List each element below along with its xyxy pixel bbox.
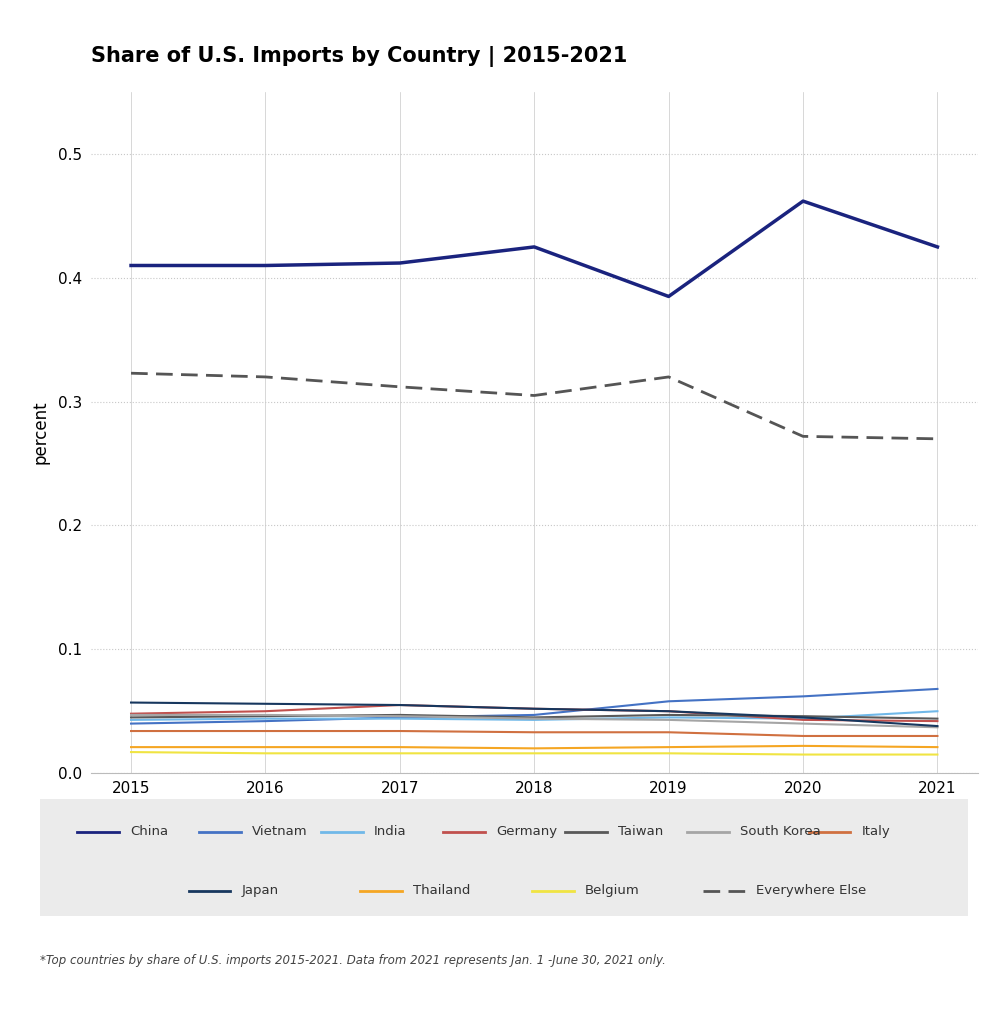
Text: Share of U.S. Imports by Country | 2015-2021: Share of U.S. Imports by Country | 2015-… <box>91 45 627 67</box>
X-axis label: year: year <box>516 808 552 825</box>
Text: Belgium: Belgium <box>585 884 639 897</box>
Text: Thailand: Thailand <box>413 884 471 897</box>
Text: China: China <box>130 825 168 839</box>
Text: Taiwan: Taiwan <box>618 825 663 839</box>
Text: South Korea: South Korea <box>740 825 821 839</box>
Text: Germany: Germany <box>496 825 557 839</box>
Text: Vietnam: Vietnam <box>252 825 307 839</box>
Text: *Top countries by share of U.S. imports 2015-2021. Data from 2021 represents Jan: *Top countries by share of U.S. imports … <box>40 954 666 968</box>
Y-axis label: percent: percent <box>32 400 49 465</box>
Text: India: India <box>374 825 406 839</box>
Text: Japan: Japan <box>242 884 278 897</box>
Text: Everywhere Else: Everywhere Else <box>756 884 867 897</box>
Text: Italy: Italy <box>862 825 890 839</box>
